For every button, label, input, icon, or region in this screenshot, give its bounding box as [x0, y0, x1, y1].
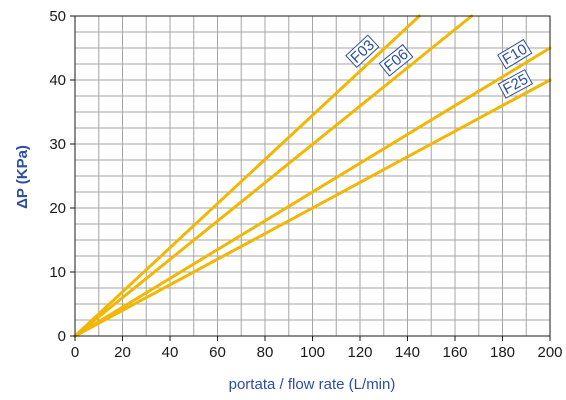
- y-tick-label: 30: [49, 136, 66, 153]
- series-line-f25: [73, 78, 552, 338]
- x-tick-label: 100: [300, 344, 325, 361]
- series-line-f03: [73, 14, 421, 338]
- y-tick-label: 0: [58, 328, 66, 345]
- series-label-box: [497, 69, 534, 99]
- y-tick-label: 20: [49, 200, 66, 217]
- series-line-f06: [73, 14, 474, 338]
- series-label-f25: F25: [497, 69, 534, 99]
- x-tick-label: 140: [395, 344, 420, 361]
- x-tick-label: 40: [162, 344, 179, 361]
- series-label-box: [378, 43, 414, 77]
- y-tick-label: 10: [49, 264, 66, 281]
- grid: [74, 15, 551, 337]
- x-tick-label: 0: [71, 344, 79, 361]
- x-tick-label: 200: [537, 344, 562, 361]
- series-label-f03: F03: [345, 34, 380, 69]
- x-tick-label: 20: [114, 344, 131, 361]
- y-tick-label: 40: [49, 72, 66, 89]
- y-tick-label: 50: [49, 8, 66, 25]
- x-tick-label: 120: [347, 344, 372, 361]
- series-line-f10: [73, 46, 552, 338]
- y-axis-title: ΔP (KPa): [14, 145, 31, 209]
- x-tick-label: 80: [257, 344, 274, 361]
- axis-ticks: 0 20 40 60 80 100 120 140 160 180 200 0 10 20 30 40 50: [49, 8, 562, 361]
- x-tick-label: 180: [490, 344, 515, 361]
- x-tick-label: 160: [442, 344, 467, 361]
- series-lines: [73, 14, 552, 338]
- x-axis-title: portata / flow rate (L/min): [229, 376, 396, 393]
- series-label-box: [497, 38, 533, 70]
- x-tick-label: 60: [209, 344, 226, 361]
- series-label-box: [345, 34, 380, 69]
